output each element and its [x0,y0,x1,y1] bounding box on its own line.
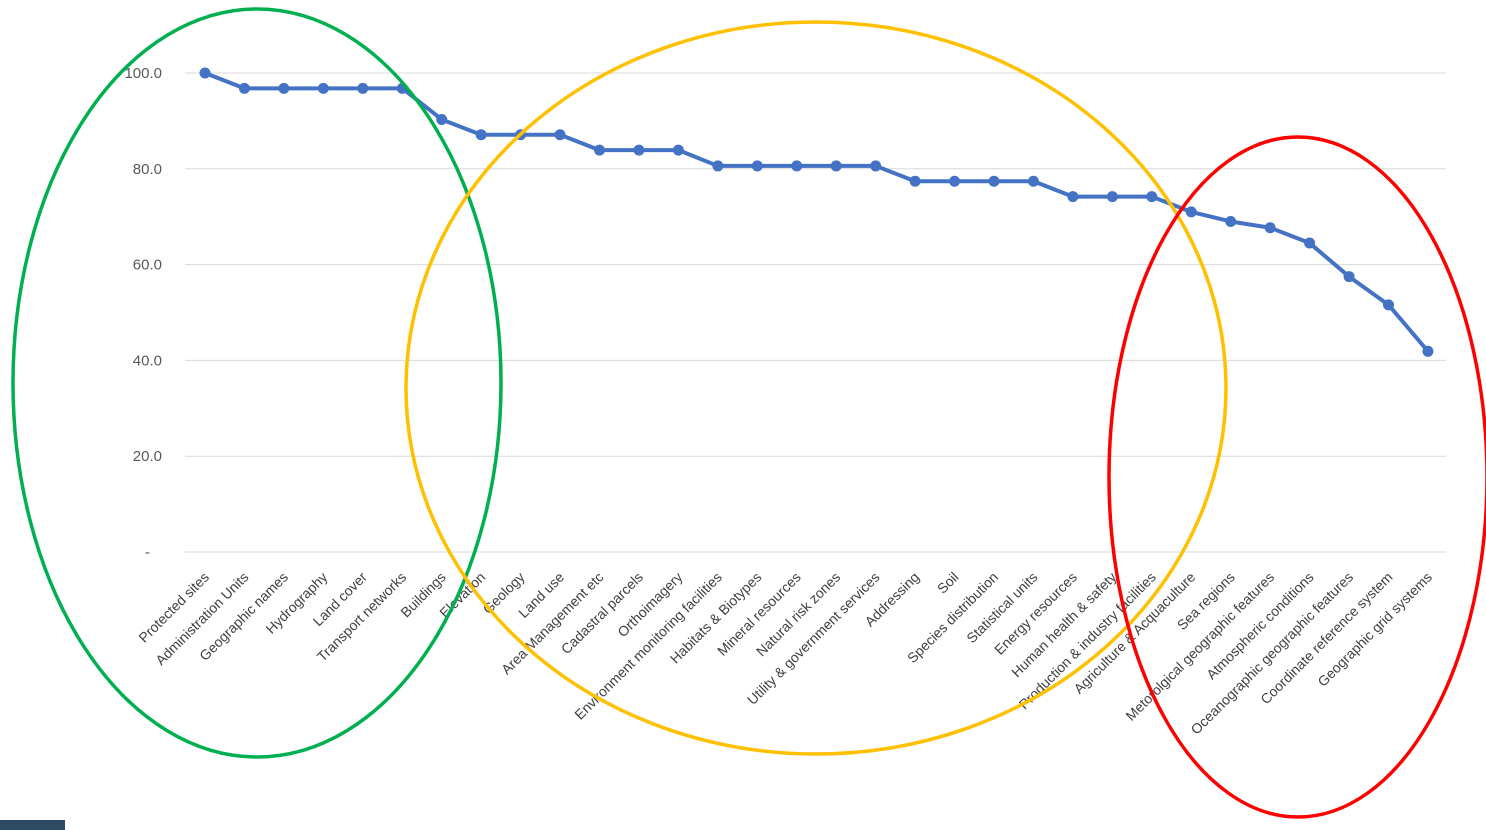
x-tick-label: Soil [934,569,962,597]
data-point [238,82,250,94]
data-point [1383,299,1394,311]
y-tick-label: 60.0 [133,257,162,274]
data-point [1225,215,1237,227]
data-point [317,82,329,94]
data-point [751,160,763,172]
data-point [1185,206,1197,218]
data-point [1027,175,1039,187]
data-point [475,129,487,141]
data-point [949,175,961,187]
data-point [1146,191,1158,203]
data-point [199,67,211,79]
y-axis-ticks: - 20.0 40.0 60.0 80.0 100.0 [124,65,162,561]
corner-block [0,820,65,830]
series-layer [199,67,1434,357]
annotation-ellipse [11,7,503,759]
data-point [791,160,803,172]
data-point [594,144,605,156]
data-point [436,113,448,125]
data-point [909,175,921,187]
data-point [672,144,684,156]
data-point [1343,271,1355,283]
data-point [1067,191,1079,203]
data-point [712,160,724,172]
series-line [204,71,1430,353]
data-point [633,144,645,156]
data-point [870,160,882,172]
y-tick-label: 40.0 [133,352,162,369]
data-point [357,82,369,94]
annotation-ellipse [404,20,1228,756]
data-point [278,82,290,94]
data-point [1422,345,1434,357]
annotation-layer [11,7,1486,819]
data-point [1304,237,1316,249]
data-point [1264,222,1276,234]
data-point [554,129,566,141]
data-point [1106,191,1118,203]
y-tick-label: 20.0 [133,448,162,465]
y-tick-label: 100.0 [124,65,162,82]
annotation-ellipse [1107,135,1486,819]
y-tick-label: 80.0 [133,161,162,178]
y-tick-label: - [145,544,150,561]
data-point [830,160,842,172]
data-point [988,175,1000,187]
